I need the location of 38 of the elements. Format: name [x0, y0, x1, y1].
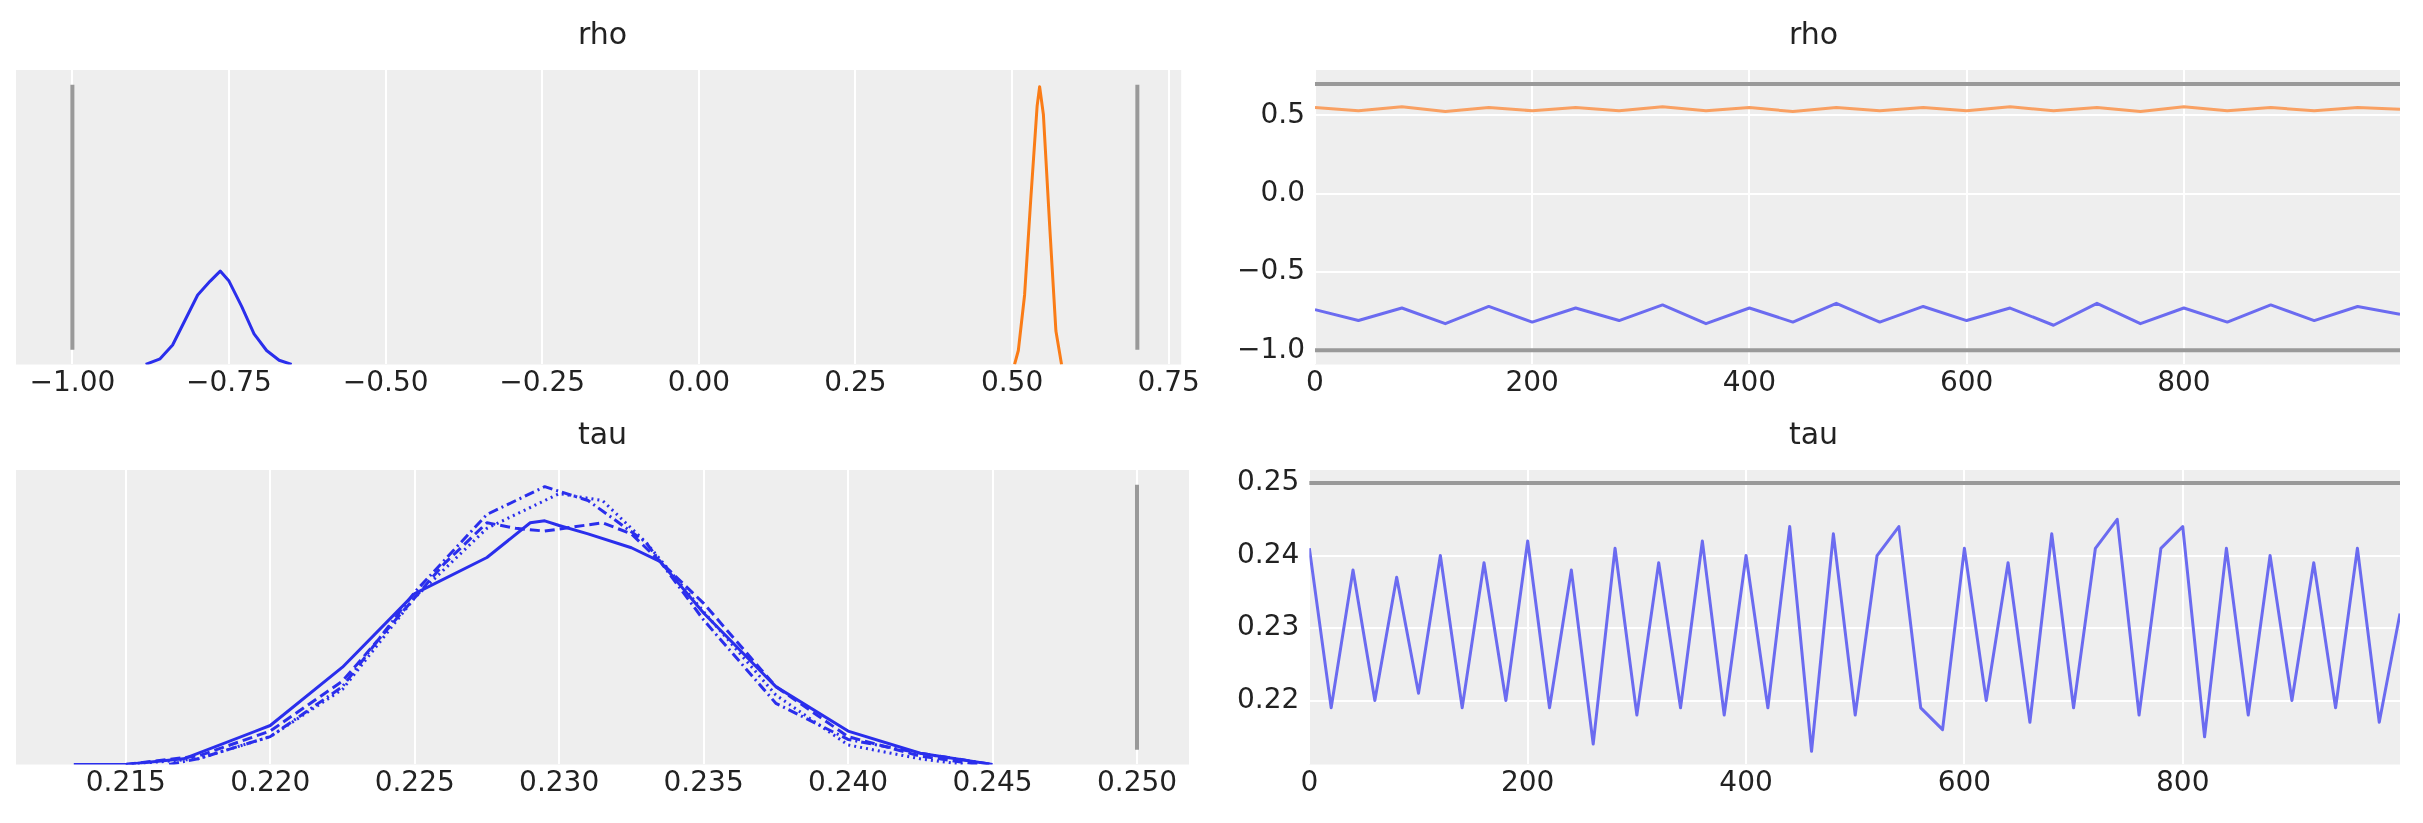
x-tick-label: 0.220 — [230, 765, 311, 799]
x-tick-label: −0.25 — [499, 365, 586, 399]
x-tick-label: 0.50 — [980, 365, 1044, 399]
x-tick-label: 0.75 — [1137, 365, 1200, 399]
x-tick-label: 0.250 — [1096, 765, 1178, 799]
chart-title: rho — [577, 15, 628, 51]
y-tick-label: −1.0 — [1236, 331, 1305, 365]
x-tick-label: 0.25 — [824, 365, 887, 399]
x-tick-label: 0 — [1306, 365, 1324, 399]
x-tick-label: 200 — [1505, 365, 1559, 399]
x-tick-label: 800 — [2157, 365, 2211, 399]
x-tick-label: 0.235 — [663, 765, 744, 799]
x-tick-label: 200 — [1500, 765, 1555, 799]
x-tick-label: 0.00 — [667, 365, 731, 399]
x-tick-label: 0.230 — [519, 765, 600, 799]
x-tick-label: 0 — [1300, 765, 1319, 799]
y-tick-label: 0.5 — [1260, 96, 1305, 130]
y-tick-label: 0.25 — [1237, 464, 1300, 498]
y-tick-label: 0.0 — [1260, 174, 1305, 208]
x-tick-label: −0.50 — [342, 365, 429, 399]
x-tick-label: −0.75 — [186, 365, 272, 399]
chart-title: tau — [1788, 415, 1839, 451]
x-tick-label: 400 — [1719, 765, 1773, 799]
x-tick-label: 400 — [1722, 365, 1777, 399]
x-tick-label: 0.225 — [374, 765, 455, 799]
chart-title: rho — [1788, 15, 1839, 51]
x-tick-label: 0.240 — [807, 765, 889, 799]
y-tick-label: 0.22 — [1237, 681, 1300, 715]
x-tick-label: 0.215 — [85, 765, 166, 799]
x-tick-label: 600 — [1937, 765, 1992, 799]
y-tick-label: 0.23 — [1237, 609, 1300, 643]
y-tick-label: 0.24 — [1237, 536, 1300, 570]
chart-title: tau — [577, 415, 628, 451]
x-tick-label: 800 — [2156, 765, 2210, 799]
y-tick-label: −0.5 — [1236, 253, 1305, 287]
x-tick-label: 0.245 — [952, 765, 1033, 799]
x-tick-label: −1.00 — [29, 365, 116, 399]
x-tick-label: 600 — [1939, 365, 1994, 399]
